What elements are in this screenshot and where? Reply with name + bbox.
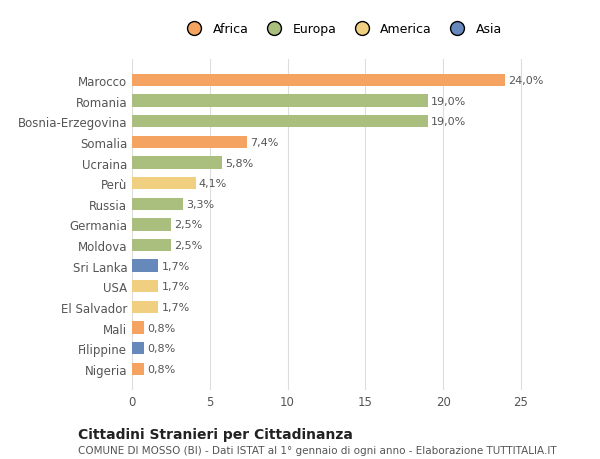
Text: 2,5%: 2,5%: [174, 241, 202, 251]
Bar: [132, 116, 428, 128]
Text: 3,3%: 3,3%: [187, 199, 215, 209]
Text: 1,7%: 1,7%: [161, 282, 190, 291]
Text: 1,7%: 1,7%: [161, 302, 190, 312]
Text: 0,8%: 0,8%: [148, 343, 176, 353]
Text: 5,8%: 5,8%: [226, 158, 254, 168]
Text: Cittadini Stranieri per Cittadinanza: Cittadini Stranieri per Cittadinanza: [78, 427, 353, 441]
Bar: [132, 322, 145, 334]
Text: 4,1%: 4,1%: [199, 179, 227, 189]
Text: 0,8%: 0,8%: [148, 323, 176, 333]
Bar: [132, 198, 184, 211]
Legend: Africa, Europa, America, Asia: Africa, Europa, America, Asia: [182, 23, 502, 36]
Text: 24,0%: 24,0%: [508, 76, 544, 86]
Bar: [132, 363, 145, 375]
Text: 2,5%: 2,5%: [174, 220, 202, 230]
Bar: [132, 280, 158, 293]
Bar: [132, 260, 158, 272]
Text: 0,8%: 0,8%: [148, 364, 176, 374]
Text: COMUNE DI MOSSO (BI) - Dati ISTAT al 1° gennaio di ogni anno - Elaborazione TUTT: COMUNE DI MOSSO (BI) - Dati ISTAT al 1° …: [78, 445, 557, 455]
Bar: [132, 342, 145, 354]
Bar: [132, 239, 171, 252]
Bar: [132, 178, 196, 190]
Text: 19,0%: 19,0%: [431, 117, 466, 127]
Text: 19,0%: 19,0%: [431, 96, 466, 106]
Bar: [132, 95, 428, 107]
Bar: [132, 157, 222, 169]
Bar: [132, 219, 171, 231]
Bar: [132, 301, 158, 313]
Bar: [132, 136, 247, 149]
Bar: [132, 75, 505, 87]
Text: 7,4%: 7,4%: [250, 138, 278, 148]
Text: 1,7%: 1,7%: [161, 261, 190, 271]
